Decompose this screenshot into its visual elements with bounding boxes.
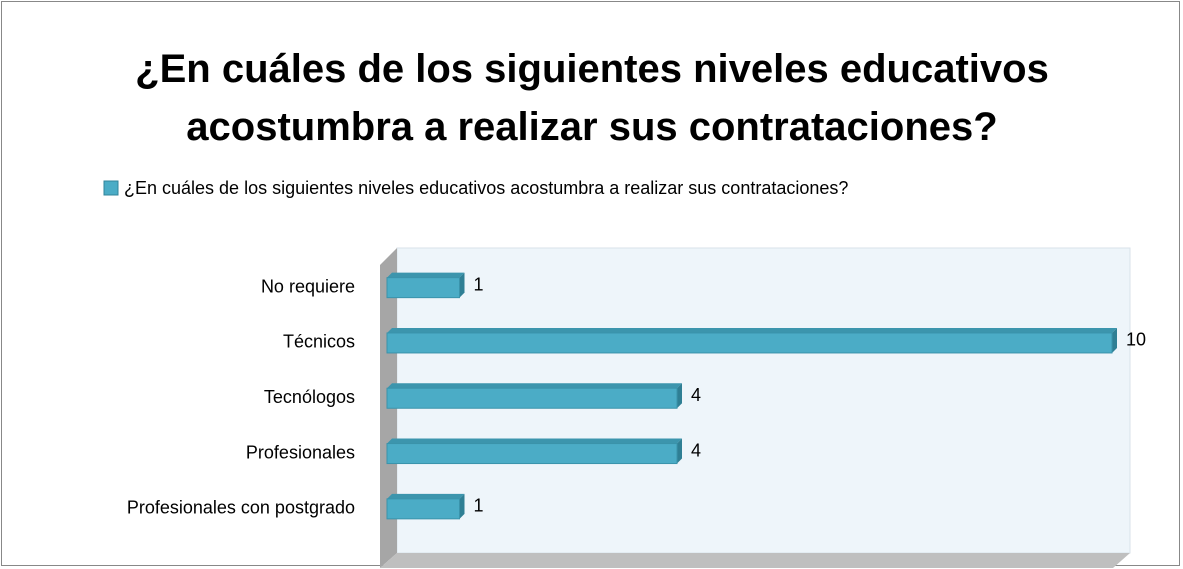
bar [386, 332, 1113, 354]
bar-top [387, 438, 682, 444]
y-tick-label: Técnicos [283, 332, 355, 352]
bar-side [459, 272, 465, 298]
bar [386, 443, 678, 465]
plot-floor [380, 553, 1130, 568]
bar-top [387, 493, 465, 499]
y-tick-label: Tecnólogos [264, 387, 355, 407]
y-tick-label: Profesionales con postgrado [127, 498, 355, 518]
bar [386, 277, 460, 299]
bar-top [387, 327, 1117, 333]
data-label: 4 [691, 385, 701, 405]
y-tick-label: No requiere [261, 276, 355, 296]
bar-top [387, 272, 465, 278]
bar [386, 498, 460, 520]
legend-label: ¿En cuáles de los siguientes niveles edu… [124, 178, 848, 198]
bar-side [1112, 327, 1117, 353]
bar-side [677, 438, 682, 464]
data-label: 1 [474, 496, 484, 516]
bar-top [387, 383, 682, 389]
data-label: 10 [1126, 330, 1146, 350]
y-tick-label: Profesionales [246, 442, 355, 462]
data-label: 1 [474, 274, 484, 294]
data-label: 4 [691, 440, 701, 460]
bar [386, 387, 678, 409]
bar-side [459, 493, 465, 519]
chart-title: ¿En cuáles de los siguientes niveles edu… [135, 47, 1049, 149]
bar-side [677, 383, 682, 409]
legend-swatch [103, 180, 119, 196]
